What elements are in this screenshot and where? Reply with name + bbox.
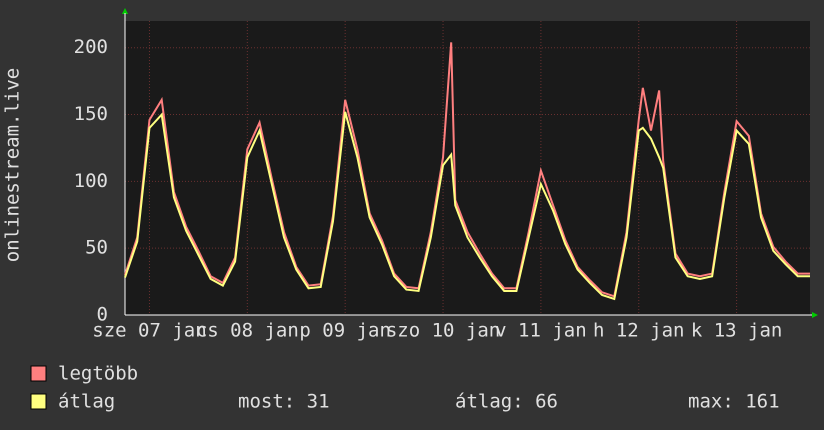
legend-stat: átlag: 66 [455, 391, 558, 413]
x-tick-label: k 13 jan [691, 320, 783, 342]
legend-swatch [30, 365, 47, 382]
y-axis-label: onlinestream.live [2, 68, 24, 262]
x-tick-label: p 09 jan [299, 320, 391, 342]
x-tick-label: h 12 jan [593, 320, 685, 342]
axis-arrow [122, 8, 128, 14]
x-tick-label: cs 08 jan [196, 320, 299, 342]
legend-label: átlag [58, 391, 115, 413]
x-tick-label: szo 10 jan [386, 320, 500, 342]
y-tick-label: 50 [85, 237, 108, 259]
series-line [124, 111, 810, 301]
x-tick-label: sze 07 jan [92, 320, 206, 342]
legend-stat: most: 31 [238, 391, 330, 413]
y-tick-label: 200 [74, 36, 108, 58]
legend-stat: max: 161 [688, 391, 780, 413]
y-tick-label: 150 [74, 103, 108, 125]
y-tick-label: 100 [74, 170, 108, 192]
x-tick-label: v 11 jan [495, 320, 587, 342]
legend-label: legtöbb [58, 363, 138, 385]
y-tick-label: 0 [97, 304, 108, 326]
axis-arrow [812, 312, 818, 318]
legend-swatch [30, 393, 47, 410]
plot-area [125, 21, 810, 315]
